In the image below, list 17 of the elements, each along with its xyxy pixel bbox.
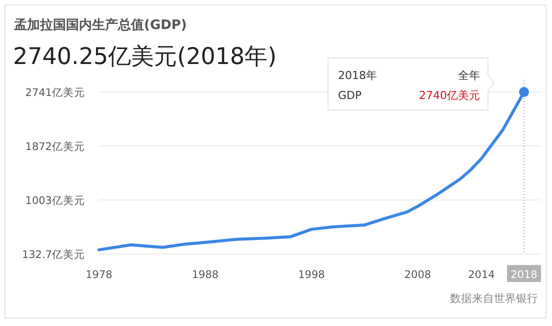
x-tick-label: 2014: [468, 269, 496, 281]
annotation: GDP: [338, 89, 362, 102]
x-tick-label: 2008: [404, 269, 432, 281]
y-tick-label: 1003亿美元: [25, 194, 85, 207]
y-tick-label: 1872亿美元: [25, 140, 85, 153]
x-tick-label: 1978: [86, 269, 112, 281]
text: 2018年: [338, 69, 377, 82]
y-tick-label: 132.7亿美元: [22, 248, 85, 261]
x-tick-label: 1988: [192, 269, 219, 281]
annotation: 2740亿美元: [419, 89, 480, 102]
text: 全年: [458, 69, 480, 82]
x-tick-label: 1998: [298, 269, 325, 281]
x-tick-label: 2018: [510, 269, 538, 281]
chart-title: 孟加拉国国内生产总值(GDP): [13, 17, 187, 33]
chart-subtitle: 2740.25亿美元(2018年): [13, 44, 277, 70]
y-tick-label: 2741亿美元: [25, 86, 85, 99]
text: 数据来自世界银行: [450, 292, 538, 305]
